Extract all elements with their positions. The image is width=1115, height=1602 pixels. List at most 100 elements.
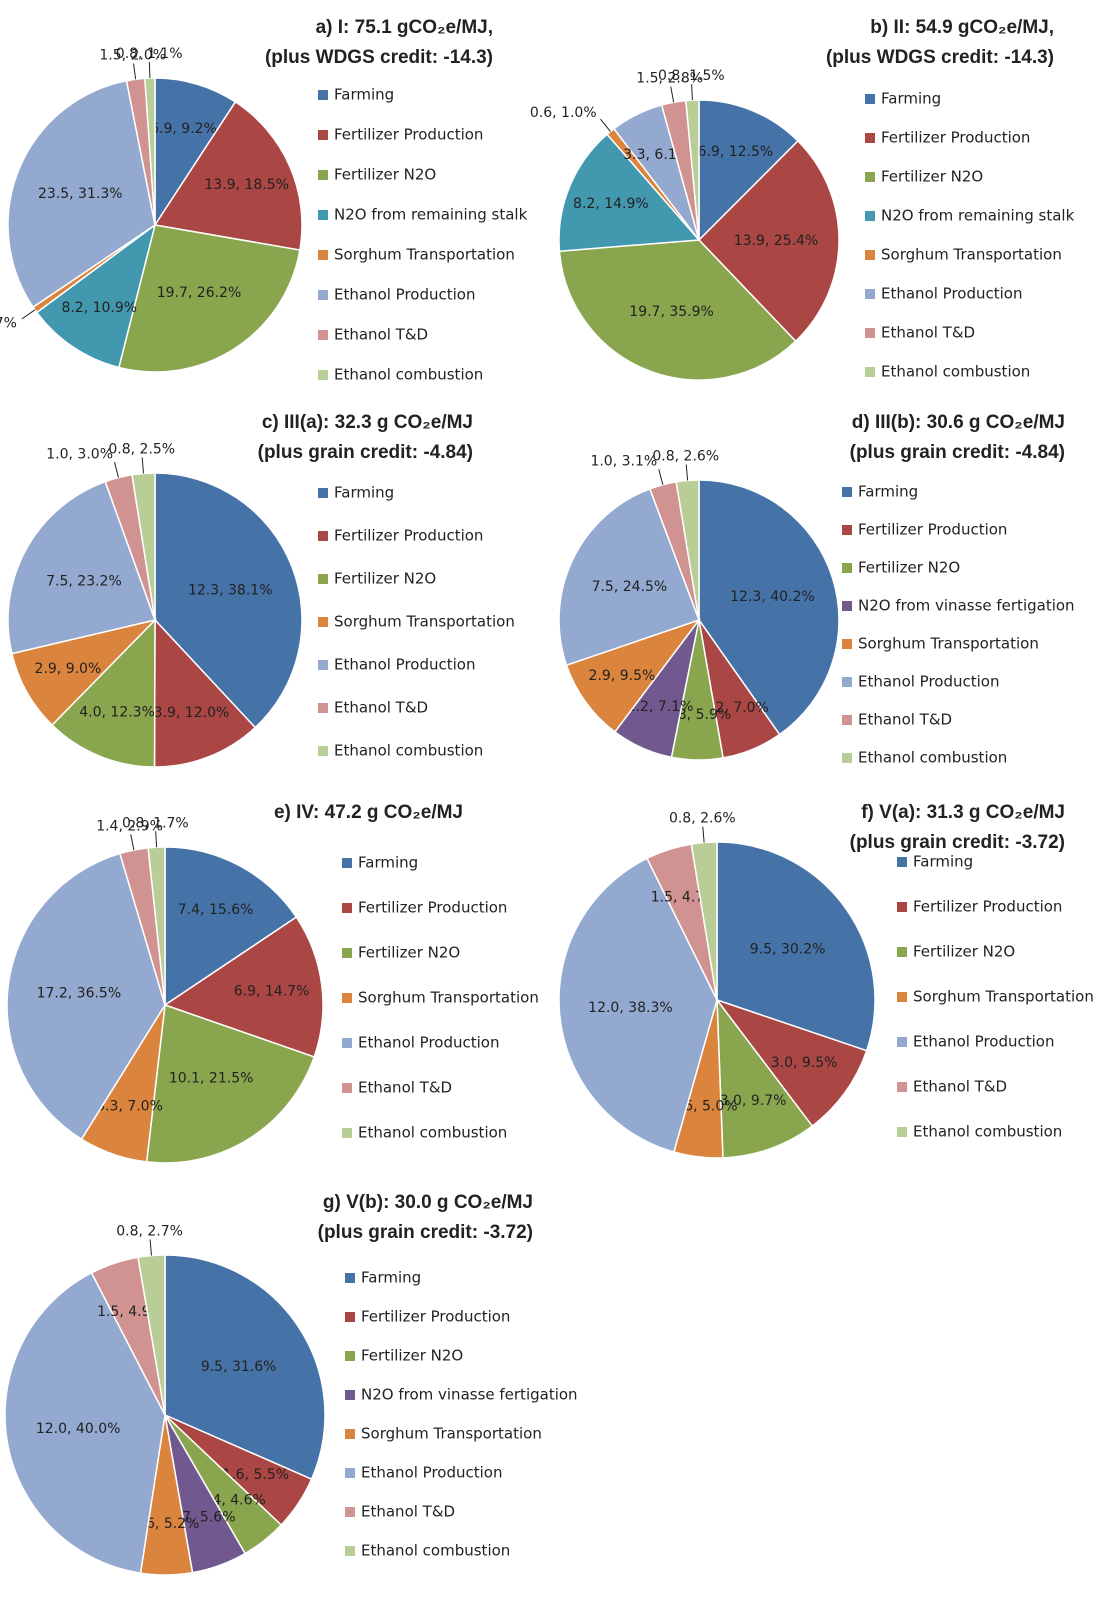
data-label: 3.0, 9.7% (720, 1093, 787, 1109)
data-label: 12.3, 40.2% (730, 589, 815, 605)
data-label: 0.8, 2.5% (108, 442, 175, 458)
legend-swatch (897, 947, 907, 957)
leader-line (691, 84, 693, 101)
legend-swatch (318, 703, 328, 713)
leader-line (141, 457, 144, 474)
data-label: 9.5, 30.2% (750, 941, 826, 957)
legend-swatch (345, 1507, 355, 1517)
legend-swatch (318, 617, 328, 627)
legend-label: Ethanol Production (881, 285, 1022, 303)
legend-swatch (842, 677, 852, 687)
chart-title: e) IV: 47.2 g CO₂e/MJ (274, 802, 463, 823)
pie-slice (131, 472, 156, 621)
data-label: 13.9, 18.5% (204, 177, 289, 193)
data-label: 6.9, 12.5% (698, 144, 774, 160)
data-label: 0.8, 2.7% (116, 1224, 183, 1240)
legend-label: Fertilizer N2O (858, 559, 960, 577)
pie-slice (35, 223, 157, 369)
legend-label: Fertilizer N2O (361, 1347, 463, 1365)
legend-swatch (345, 1468, 355, 1478)
legend-label: Ethanol combustion (858, 749, 1007, 767)
legend-swatch (318, 746, 328, 756)
leader-line (155, 831, 158, 848)
legend-label: Fertilizer Production (334, 126, 483, 144)
legend-swatch (897, 1037, 907, 1047)
legend-label: Farming (881, 90, 941, 108)
pie-slice (153, 618, 257, 768)
chart-title: b) II: 54.9 gCO₂e/MJ, (870, 17, 1054, 38)
data-label: 1.5, 2.0% (99, 47, 166, 63)
legend-swatch (318, 531, 328, 541)
legend-swatch (318, 90, 328, 100)
chart-title: d) III(b): 30.6 g CO₂e/MJ (852, 412, 1065, 433)
legend-label: Ethanol T&D (858, 711, 952, 729)
legend-label: Farming (361, 1269, 421, 1287)
legend-swatch (865, 289, 875, 299)
legend-label: Fertilizer Production (334, 527, 483, 545)
data-label: 3.3, 6.1% (623, 147, 690, 163)
pie-slice (154, 77, 237, 228)
data-label: 0.8, 2.6% (652, 449, 719, 465)
legend-label: Ethanol T&D (881, 324, 975, 342)
pie-slice (144, 77, 156, 226)
data-label: 1.7, 5.6% (169, 1509, 236, 1525)
legend-swatch (842, 525, 852, 535)
legend-swatch (842, 487, 852, 497)
pie-slice (558, 857, 718, 1153)
data-label: 13.9, 25.4% (734, 233, 819, 249)
legend-swatch (865, 94, 875, 104)
data-label: 1.0, 3.1% (590, 454, 657, 470)
data-label: 9.5, 31.6% (201, 1359, 277, 1375)
legend-label: Ethanol T&D (358, 1079, 452, 1097)
data-label: 2.2, 7.0% (702, 700, 769, 716)
pie-chart: d) III(b): 30.6 g CO₂e/MJ (plus grain cre… (558, 412, 1075, 767)
legend-swatch (345, 1390, 355, 1400)
legend-swatch (342, 858, 352, 868)
data-label: 1.0, 3.0% (46, 446, 113, 462)
pie-slice (147, 846, 166, 1006)
pie-slice (565, 618, 702, 733)
leader-line (702, 826, 705, 843)
legend-label: Ethanol Production (913, 1033, 1054, 1051)
legend-label: Fertilizer Production (881, 129, 1030, 147)
legend-swatch (842, 639, 852, 649)
legend-swatch (318, 370, 328, 380)
legend-label: Fertilizer N2O (334, 570, 436, 588)
legend-label: Ethanol Production (361, 1464, 502, 1482)
legend-swatch (318, 660, 328, 670)
pie-slice (558, 239, 797, 381)
legend-label: Ethanol Production (334, 656, 475, 674)
pie-chart: g) V(b): 30.0 g CO₂e/MJ (plus grain credi… (4, 1192, 578, 1576)
legend-label: Farming (913, 853, 973, 871)
legend-swatch (865, 367, 875, 377)
data-label: 0.8, 2.6% (669, 811, 736, 827)
legend-label: Sorghum Transportation (913, 988, 1094, 1006)
legend-label: Fertilizer N2O (358, 944, 460, 962)
legend-swatch (842, 563, 852, 573)
legend-label: N2O from vinasse fertigation (858, 597, 1075, 615)
data-label: 3.3, 7.0% (96, 1098, 163, 1114)
pie-slice (716, 841, 876, 1052)
legend-label: Sorghum Transportation (881, 246, 1062, 264)
legend-swatch (897, 1127, 907, 1137)
leader-line (600, 118, 611, 132)
legend-label: Ethanol combustion (358, 1124, 507, 1142)
pie-slice (153, 100, 303, 251)
pie-slice (164, 1254, 326, 1481)
legend-label: Fertilizer Production (358, 899, 507, 917)
legend-label: Ethanol T&D (334, 326, 428, 344)
data-label: 10.1, 21.5% (169, 1071, 254, 1087)
legend-swatch (865, 133, 875, 143)
leader-line (149, 1239, 152, 1256)
legend-label: Sorghum Transportation (361, 1425, 542, 1443)
chart-subtitle: (plus WDGS credit: -14.3) (265, 47, 493, 68)
pie-slice (698, 99, 799, 242)
legend-label: Sorghum Transportation (334, 246, 515, 264)
legend-label: Farming (858, 483, 918, 501)
pie-slice (558, 487, 700, 667)
pie-chart: c) III(a): 32.3 g CO₂e/MJ (plus grain cre… (7, 412, 515, 768)
legend-swatch (842, 601, 852, 611)
legend-label: Ethanol combustion (334, 366, 483, 384)
legend-swatch (345, 1273, 355, 1283)
legend-swatch (345, 1429, 355, 1439)
